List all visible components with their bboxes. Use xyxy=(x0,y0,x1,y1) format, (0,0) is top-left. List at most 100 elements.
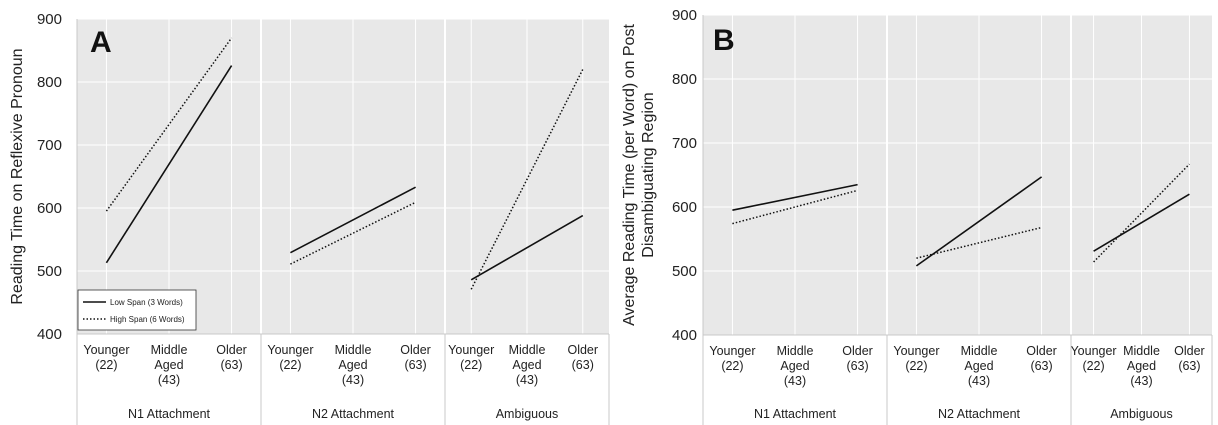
panel-a-low-span-line xyxy=(290,186,416,254)
panel-b-xtick-label-line: (22) xyxy=(1082,359,1104,373)
panel-b-xtick-label-line: Younger xyxy=(1070,344,1116,358)
panel-b-xtick-label: Younger (22) xyxy=(709,344,755,373)
panel-a-xtick-label-line: Older xyxy=(400,343,431,357)
panel-a-xtick-label: Middle Aged (43) xyxy=(151,343,188,387)
legend-label: Low Span (3 Words) xyxy=(110,298,183,307)
panel-b-ytick-label: 700 xyxy=(672,135,697,152)
legend-label: High Span (6 Words) xyxy=(110,315,185,324)
panel-b-xtick-label: Younger (22) xyxy=(1070,344,1116,373)
panel-a-xtick-label-line: Aged xyxy=(154,358,183,372)
panel-b-xtick-label-line: (22) xyxy=(721,359,743,373)
panel-b-xtick-label-line: Younger xyxy=(709,344,755,358)
panel-b-group-label: N2 Attachment xyxy=(938,407,1021,421)
panel-b-xtick-label: Older (63) xyxy=(1026,344,1057,373)
panel-b-y-axis-title: Average Reading Time (per Word) on Post D… xyxy=(621,24,657,326)
panel-a-group-label: N1 Attachment xyxy=(128,407,211,421)
panel-a-xtick-label-line: Aged xyxy=(338,358,367,372)
panel-b-group-label: Ambiguous xyxy=(1110,407,1173,421)
panel-b-plot-area xyxy=(703,15,1212,335)
panel-b-xtick-label: Younger (22) xyxy=(893,344,939,373)
panel-b-xtick-label-line: (63) xyxy=(1178,359,1200,373)
panel-a-xtick-label-line: (43) xyxy=(158,373,180,387)
panel-b-ytick-label: 900 xyxy=(672,7,697,24)
panel-a-xtick-label: Younger (22) xyxy=(448,343,494,372)
panel-b-low-span-line xyxy=(732,183,858,211)
panel-a-high-span-line xyxy=(105,37,233,212)
panel-b-xtick-label-line: (63) xyxy=(846,359,868,373)
panel-b-ytick-label: 500 xyxy=(672,263,697,280)
panel-a-xtick-label: Older (63) xyxy=(216,343,247,372)
panel-a-xtick-label-line: (63) xyxy=(404,358,426,372)
panel-b-low-span-line xyxy=(915,176,1043,267)
panel-a-xtick-label-line: Younger xyxy=(267,343,313,357)
panel-b-xtick-label-line: (63) xyxy=(1030,359,1052,373)
panel-b-xtick-label-line: Middle xyxy=(961,344,998,358)
panel-b-y-axis-title-line: Disambiguating Region xyxy=(640,92,657,257)
panel-a-ytick-label: 800 xyxy=(37,74,62,91)
panel-b-high-span-line xyxy=(732,189,858,225)
panel-a-xtick-label-line: Older xyxy=(216,343,247,357)
panel-b-xtick-label-line: Older xyxy=(1174,344,1205,358)
panel-a-xtick-label-line: Younger xyxy=(448,343,494,357)
panel-b-panel-letter: B xyxy=(713,24,735,57)
panel-b-group-label: N1 Attachment xyxy=(754,407,837,421)
panel-b-xtick-label: Older (63) xyxy=(1174,344,1205,373)
panel-a-group-label: Ambiguous xyxy=(496,407,559,421)
panel-b-xtick-label-line: (43) xyxy=(784,374,806,388)
panel-b-xtick-label-line: Middle xyxy=(1123,344,1160,358)
panel-b-xtick-label-line: (43) xyxy=(968,374,990,388)
panel-a-xtick-label-line: (63) xyxy=(220,358,242,372)
panel-b-xtick-label-line: Older xyxy=(842,344,873,358)
panel-b-y-axis-title-line: Average Reading Time (per Word) on Post xyxy=(621,24,638,326)
panel-b-xtick-label: Middle Aged (43) xyxy=(777,344,814,388)
panel-a-low-span-line xyxy=(105,65,233,264)
panel-a-xtick-label: Older (63) xyxy=(567,343,598,372)
panel-a-xtick-label: Younger (22) xyxy=(83,343,129,372)
panel-b-xtick-label-line: Aged xyxy=(1127,359,1156,373)
panel-b-ytick-label: 600 xyxy=(672,199,697,216)
panel-a-y-axis-title: Reading Time on Reflexive Pronoun xyxy=(9,48,26,304)
panel-a-legend: Low Span (3 Words) High Span (6 Words) xyxy=(77,289,197,331)
panel-a-xtick-label-line: (43) xyxy=(516,373,538,387)
panel-a-xtick-label-line: Older xyxy=(567,343,598,357)
panel-a-xtick-label-line: Aged xyxy=(512,358,541,372)
panel-a-xtick-label: Middle Aged (43) xyxy=(509,343,546,387)
panel-a-xtick-label: Older (63) xyxy=(400,343,431,372)
panel-b-xtick-label-line: Aged xyxy=(780,359,809,373)
panel-a-xtick-label-line: (22) xyxy=(95,358,117,372)
panel-b-xtick-label-line: Aged xyxy=(964,359,993,373)
panel-b-xtick-label-line: Older xyxy=(1026,344,1057,358)
panel-b-xtick-label: Older (63) xyxy=(842,344,873,373)
panel-b-ytick-label: 800 xyxy=(672,71,697,88)
panel-a-legend-box xyxy=(77,289,197,331)
panel-a-xtick-label-line: (22) xyxy=(279,358,301,372)
panel-a-group-label: N2 Attachment xyxy=(312,407,395,421)
panel-a-ytick-label: 900 xyxy=(37,11,62,28)
panel-b-low-span-line xyxy=(1093,193,1190,252)
panel-b-xtick-label-line: (43) xyxy=(1130,374,1152,388)
panel-a-xtick-label: Middle Aged (43) xyxy=(335,343,372,387)
panel-b-high-span-line xyxy=(916,226,1042,259)
panel-a-ytick-label: 600 xyxy=(37,200,62,217)
panel-b-xtick-label-line: Middle xyxy=(777,344,814,358)
panel-a-high-span-line xyxy=(290,201,416,265)
panel-a-xtick-label: Younger (22) xyxy=(267,343,313,372)
panel-b-ytick-label: 400 xyxy=(672,327,697,344)
panel-b-xtick-label: Middle Aged (43) xyxy=(1123,344,1160,388)
panel-a-xtick-label-line: (43) xyxy=(342,373,364,387)
panel-a-ytick-label: 700 xyxy=(37,137,62,154)
panel-a-xtick-label-line: Middle xyxy=(509,343,546,357)
panel-a-xtick-label-line: Middle xyxy=(335,343,372,357)
panel-a-xtick-label-line: (22) xyxy=(460,358,482,372)
panel-b-xtick-label-line: Younger xyxy=(893,344,939,358)
panel-a-panel-letter: A xyxy=(90,26,112,59)
panel-a-xtick-label-line: Middle xyxy=(151,343,188,357)
panel-a-ytick-label: 500 xyxy=(37,263,62,280)
panel-a-high-span-line xyxy=(470,69,584,290)
panel-a-xtick-label-line: (63) xyxy=(572,358,594,372)
panel-a-xtick-label-line: Younger xyxy=(83,343,129,357)
panel-a-plot-area xyxy=(77,19,609,334)
